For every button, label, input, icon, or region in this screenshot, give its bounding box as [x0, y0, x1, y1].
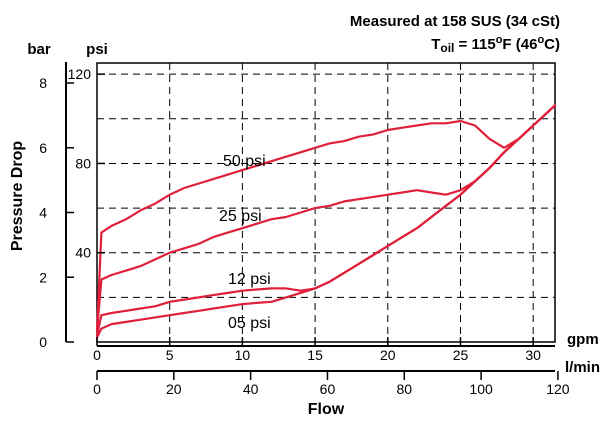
x-unit-gpm: gpm — [567, 331, 599, 348]
y-axis-title: Pressure Drop — [9, 141, 26, 251]
x-tick-label-lmin-120: 120 — [546, 381, 570, 397]
chart-note-line2: Toil = 115oF (46oC) — [431, 34, 560, 55]
y-unit-psi: psi — [86, 41, 108, 58]
x-tick-label-lmin-20: 20 — [166, 381, 182, 397]
series-label-12psi: 12 psi — [228, 271, 271, 288]
series-line-50-psi — [95, 104, 557, 332]
series-label-05psi: 05 psi — [228, 315, 271, 332]
x-unit-lmin: l/min — [565, 359, 600, 376]
y-tick-label-psi-40: 40 — [75, 245, 91, 261]
x-tick-label-lmin-0: 0 — [93, 381, 101, 397]
y-unit-bar: bar — [27, 41, 51, 58]
x-tick-label-gpm-20: 20 — [380, 347, 396, 363]
x-tick-label-gpm-5: 5 — [166, 347, 174, 363]
y-tick-label-bar-6: 6 — [39, 140, 47, 156]
y-tick-label-bar-8: 8 — [39, 75, 47, 91]
x-tick-label-gpm-30: 30 — [525, 347, 541, 363]
x-tick-label-lmin-100: 100 — [469, 381, 493, 397]
plot-frame — [96, 62, 556, 343]
x-tick-label-gpm-10: 10 — [235, 347, 251, 363]
series-line-25-psi — [95, 104, 557, 332]
y-tick-label-bar-0: 0 — [39, 334, 47, 350]
y-tick-label-psi-120: 120 — [68, 66, 92, 82]
x-tick-label-lmin-40: 40 — [243, 381, 259, 397]
x-tick-label-lmin-80: 80 — [396, 381, 412, 397]
x-tick-label-gpm-25: 25 — [453, 347, 469, 363]
grid — [97, 63, 555, 342]
series-label-25psi: 25 psi — [219, 208, 262, 225]
series-line-05-psi — [95, 104, 557, 339]
x-axis-title: Flow — [308, 401, 345, 418]
series-group — [95, 104, 557, 339]
x-tick-label-gpm-0: 0 — [93, 347, 101, 363]
x-tick-label-lmin-60: 60 — [320, 381, 336, 397]
y-tick-label-bar-4: 4 — [39, 205, 47, 221]
ticks-group: 0 5 10 15 20 25 30 0 20 40 60 80 100 120 40 80 120 0 2 4 6 8 — [39, 66, 570, 397]
series-label-50psi: 50 psi — [223, 153, 266, 170]
y-tick-label-bar-2: 2 — [39, 269, 47, 285]
chart-note-line1: Measured at 158 SUS (34 cSt) — [350, 13, 560, 30]
x-tick-label-gpm-15: 15 — [307, 347, 323, 363]
series-line-12-psi — [95, 104, 557, 337]
y-tick-label-psi-80: 80 — [75, 155, 91, 171]
